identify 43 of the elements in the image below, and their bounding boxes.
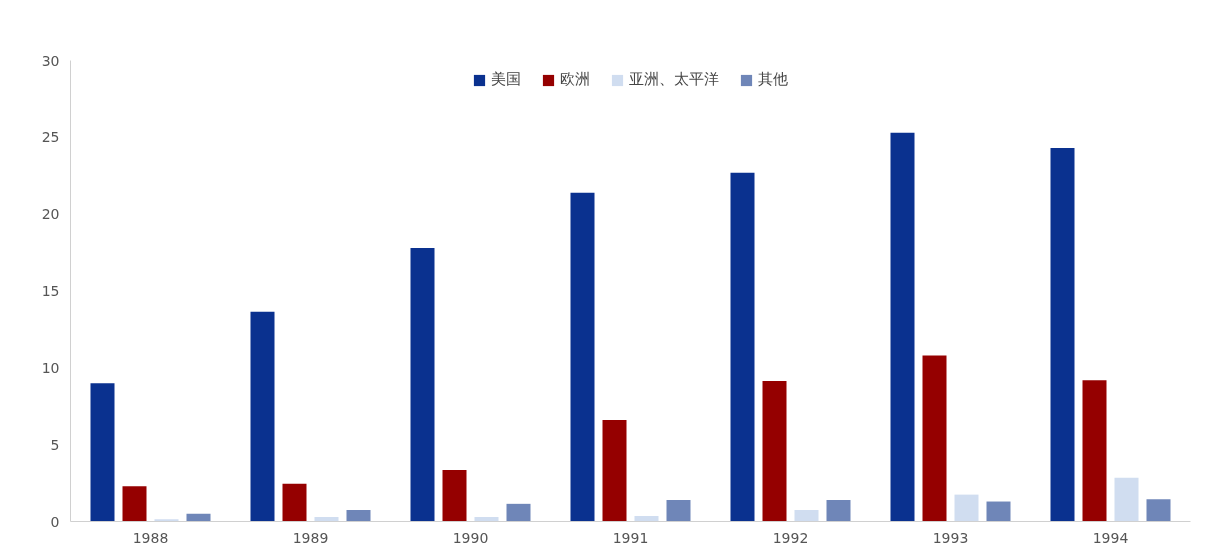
x-tick-label: 1988: [132, 529, 169, 546]
bar: [826, 499, 851, 522]
bar: [282, 483, 307, 522]
bar: [762, 380, 787, 522]
bar: [954, 494, 979, 522]
bar: [410, 247, 435, 522]
x-tick-label: 1992: [772, 529, 809, 546]
y-tick-label: 15: [41, 283, 60, 299]
x-tick-label: 1991: [612, 529, 649, 546]
bar: [506, 503, 531, 522]
bar: [122, 486, 147, 522]
legend-label: 其他: [758, 70, 788, 89]
y-tick-label: 0: [50, 513, 60, 530]
bar: [922, 355, 947, 522]
bar: [90, 383, 115, 522]
x-tick-label: 1989: [292, 529, 329, 546]
bar: [602, 420, 627, 522]
bar: [570, 192, 595, 522]
legend-label: 欧洲: [560, 70, 590, 89]
y-tick-label: 30: [41, 52, 60, 69]
bar: [1050, 148, 1075, 522]
bar: [1114, 477, 1139, 522]
legend-label: 亚洲、太平洋: [629, 70, 719, 89]
bar: [346, 509, 371, 522]
x-tick-label: 1994: [1092, 529, 1129, 546]
y-tick-label: 20: [41, 206, 60, 223]
y-tick-label: 10: [41, 359, 60, 376]
y-tick-label: 25: [41, 129, 60, 146]
y-tick-label: 5: [50, 436, 60, 453]
x-tick-label: 1990: [452, 529, 489, 546]
bar: [730, 172, 755, 522]
bar: [250, 311, 275, 522]
bar: [1146, 499, 1171, 522]
bar: [1082, 380, 1107, 522]
bar: [794, 509, 819, 522]
bar: [986, 501, 1011, 522]
bar: [186, 513, 211, 522]
bar: [890, 132, 915, 522]
bar: [634, 516, 659, 522]
x-tick-label: 1993: [932, 529, 969, 546]
legend-label: 美国: [491, 70, 521, 89]
bar: [666, 499, 691, 522]
bar: [442, 470, 467, 522]
